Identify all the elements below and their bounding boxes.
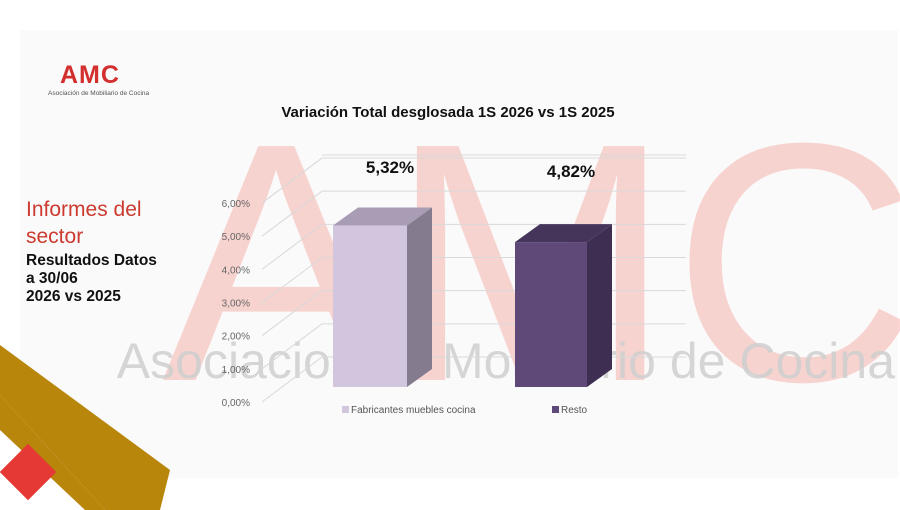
report-subtitle-line: a 30/06 [26,270,78,287]
report-title: Informes del sector [26,198,142,248]
gold-diagonal-band-inner [0,395,105,510]
legend-label: Fabricantes muebles cocina [351,405,476,416]
amc-logo: AMC Asociación de Mobiliario de Cocina [46,60,156,100]
bar-top [333,207,432,226]
logo-subtitle: Asociación de Mobiliario de Cocina [48,90,150,97]
gold-diagonal-band [0,345,170,510]
y-tick-label: 1,00% [222,365,250,376]
bar [333,225,407,387]
content-panel [20,30,898,478]
grid-line-depth [261,223,323,270]
grid-line-depth [261,356,323,403]
bar-top [515,224,612,243]
watermark-line-text: Asociacion de Mobiliario de Cocina [117,333,895,389]
y-tick-label: 6,00% [222,199,250,210]
legend-swatch [342,406,349,413]
chart-title: Variación Total desglosada 1S 2026 vs 1S… [281,104,614,121]
legend-label: Resto [561,405,588,416]
y-tick-label: 0,00% [222,398,250,409]
report-subtitle-line: 2026 vs 2025 [26,288,121,305]
report-subtitle: Resultados Datos a 30/06 2026 vs 2025 [26,252,186,306]
grid-line-depth [261,323,323,370]
bar-side [587,224,612,387]
bar-side [407,207,432,387]
grid-line-depth [261,290,323,337]
legend-swatch [552,406,559,413]
grid-line-depth [261,257,323,303]
data-label: 4,82% [547,162,595,181]
logo-mark: AMC [60,61,120,89]
grid-line-depth [261,190,323,237]
bar [515,242,587,387]
y-tick-label: 2,00% [222,332,250,343]
report-subtitle-line: Resultados Datos [26,252,157,269]
data-label: 5,32% [366,158,414,177]
y-tick-label: 4,00% [222,265,250,276]
y-tick-label: 5,00% [222,232,250,243]
grid-line-depth [261,157,323,204]
y-tick-label: 3,00% [222,299,250,310]
